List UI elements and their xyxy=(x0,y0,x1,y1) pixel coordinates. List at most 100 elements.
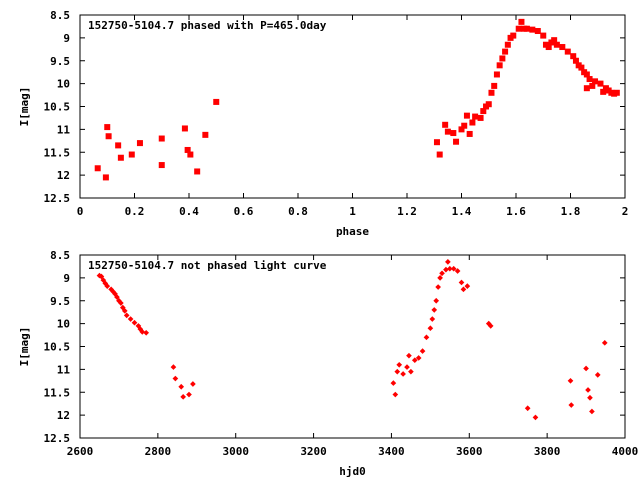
data-point xyxy=(396,361,403,368)
data-point xyxy=(613,89,620,96)
data-point xyxy=(433,297,440,304)
y-tick-label: 9 xyxy=(63,32,70,45)
x-tick-label: 1.4 xyxy=(452,205,472,218)
data-point xyxy=(121,307,128,314)
data-point xyxy=(515,25,522,32)
y-tick-label: 12.5 xyxy=(44,432,71,445)
y-tick-label: 11 xyxy=(57,363,71,376)
data-point xyxy=(444,128,451,135)
data-point xyxy=(406,352,412,359)
x-tick-label: 2 xyxy=(622,205,629,218)
data-point xyxy=(105,133,112,140)
x-tick-label: 3200 xyxy=(300,445,327,458)
data-point xyxy=(123,312,130,319)
data-point xyxy=(172,375,179,382)
data-point xyxy=(445,259,451,265)
data-point xyxy=(529,26,536,33)
data-point xyxy=(181,125,188,132)
y-tick-label: 10.5 xyxy=(44,341,71,354)
y-tick-label: 9.5 xyxy=(50,55,70,68)
data-point xyxy=(488,89,495,96)
x-tick-label: 0.2 xyxy=(125,205,145,218)
data-point xyxy=(194,168,201,175)
data-point xyxy=(429,316,436,322)
data-point xyxy=(190,381,196,387)
x-tick-label: 3600 xyxy=(456,445,483,458)
data-point xyxy=(472,113,479,120)
data-points xyxy=(96,259,608,421)
data-point xyxy=(143,329,150,336)
y-tick-label: 12.5 xyxy=(44,192,71,205)
y-axis-label: I[mag] xyxy=(18,327,31,367)
x-tick-label: 3800 xyxy=(534,445,561,458)
x-tick-label: 3400 xyxy=(378,445,405,458)
data-point xyxy=(502,48,509,55)
data-point xyxy=(477,114,484,121)
x-tick-label: 0.8 xyxy=(288,205,308,218)
data-point xyxy=(496,62,503,69)
data-point xyxy=(158,162,165,169)
x-tick-label: 1.8 xyxy=(561,205,581,218)
data-points xyxy=(94,18,620,181)
data-point xyxy=(504,41,511,48)
data-point xyxy=(464,283,471,289)
data-point xyxy=(567,377,574,384)
data-point xyxy=(104,283,111,289)
data-point xyxy=(115,142,122,149)
data-point xyxy=(493,71,500,78)
phased-light-curve-panel: 152750-5104.7 phased with P=465.0day pha… xyxy=(18,9,628,238)
data-point xyxy=(94,165,101,172)
data-point xyxy=(485,101,492,108)
data-point xyxy=(453,138,460,145)
data-point xyxy=(446,265,453,272)
y-tick-label: 12 xyxy=(57,409,70,422)
data-point xyxy=(487,323,494,329)
data-point xyxy=(461,122,468,129)
data-point xyxy=(170,364,177,370)
data-point xyxy=(131,319,138,326)
data-point xyxy=(158,135,165,142)
data-point xyxy=(435,284,441,290)
data-point xyxy=(450,130,457,137)
data-point xyxy=(589,408,595,415)
data-point xyxy=(568,402,575,408)
y-axis-label: I[mag] xyxy=(18,87,31,127)
data-point xyxy=(390,380,397,386)
data-point xyxy=(139,329,146,335)
data-point xyxy=(534,28,541,35)
data-point xyxy=(433,139,440,146)
data-point xyxy=(187,151,194,158)
y-tick-label: 8.5 xyxy=(50,249,70,262)
y-tick-label: 10 xyxy=(57,78,70,91)
y-tick-label: 9.5 xyxy=(50,295,70,308)
data-point xyxy=(178,383,185,390)
x-tick-label: 0.4 xyxy=(179,205,199,218)
data-point xyxy=(570,53,577,60)
data-point xyxy=(572,57,579,64)
data-point xyxy=(118,300,124,306)
y-tick-label: 8.5 xyxy=(50,9,70,22)
data-point xyxy=(104,124,111,131)
data-point xyxy=(450,265,457,272)
data-point xyxy=(460,286,467,293)
x-tick-label: 1.6 xyxy=(506,205,526,218)
data-point xyxy=(411,357,418,364)
data-point xyxy=(491,82,498,89)
data-point xyxy=(594,372,601,378)
data-point xyxy=(575,62,582,69)
data-point xyxy=(592,78,599,85)
data-point xyxy=(585,387,591,393)
data-point xyxy=(392,391,399,398)
data-point xyxy=(458,279,465,286)
data-point xyxy=(394,368,401,375)
data-point xyxy=(117,154,124,161)
data-point xyxy=(458,126,465,133)
data-point xyxy=(601,340,608,346)
data-point xyxy=(427,325,434,332)
data-point xyxy=(510,32,517,39)
x-tick-label: 2600 xyxy=(67,445,94,458)
y-tick-label: 10.5 xyxy=(44,101,71,114)
data-point xyxy=(524,405,531,412)
data-point xyxy=(439,270,445,277)
